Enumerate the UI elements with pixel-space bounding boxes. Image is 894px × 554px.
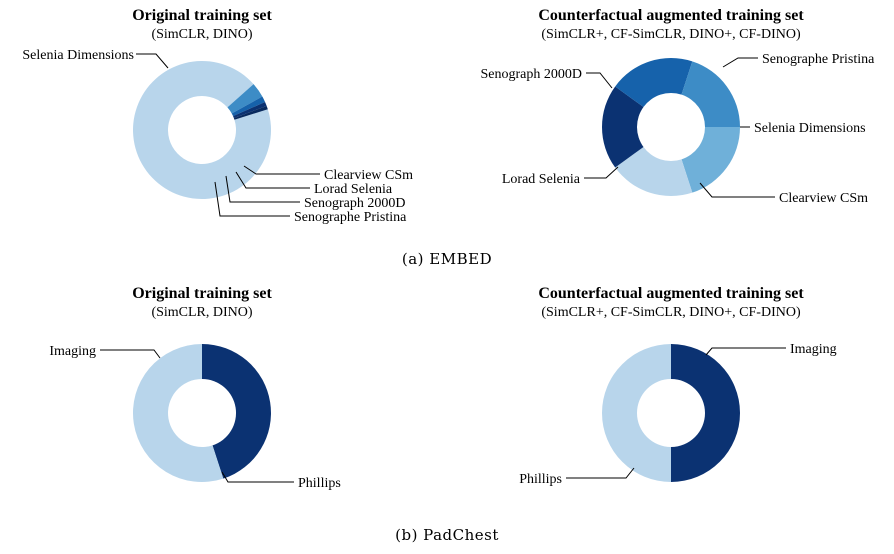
slice-label: Lorad Selenia: [502, 172, 581, 187]
donut-slice-phillips: [671, 344, 740, 482]
donut-slice-senographe-pristina: [681, 127, 740, 193]
chart-title: Counterfactual augmented training set: [538, 7, 804, 24]
slice-label: Senograph 2000D: [304, 196, 406, 211]
slice-label: Imaging: [49, 344, 96, 359]
chart-padchest-original: Original training set (SimCLR, DINO) Ima…: [49, 285, 340, 491]
donut-slices: [133, 61, 272, 200]
leader-line: [225, 175, 300, 203]
donut-slices: [602, 344, 740, 482]
chart-subtitle: (SimCLR, DINO): [151, 27, 252, 42]
chart-padchest-augmented: Counterfactual augmented training set (S…: [519, 285, 836, 487]
leader-line: [243, 165, 320, 175]
donut-slice-phillips: [202, 344, 271, 479]
slice-label: Clearview CSm: [324, 168, 413, 183]
leader-line: [586, 72, 613, 89]
slice-label: Senographe Pristina: [762, 52, 875, 67]
leader-line: [584, 166, 619, 179]
slice-label: Phillips: [298, 476, 341, 491]
slice-label: Selenia Dimensions: [22, 48, 134, 63]
donut-slice-lorad-selenia: [615, 58, 693, 108]
leader-line: [100, 349, 161, 359]
donut-slice-lorad-selenia: [233, 101, 267, 119]
chart-title: Counterfactual augmented training set: [538, 285, 804, 302]
donut-slices: [132, 344, 271, 482]
chart-embed-original: Original training set (SimCLR, DINO) Sel…: [22, 7, 413, 225]
leader-line: [722, 57, 758, 68]
chart-embed-augmented: Counterfactual augmented training set (S…: [481, 7, 876, 206]
donut-slice-senograph-2000d: [681, 61, 740, 127]
donut-slices: [602, 58, 740, 196]
donut-slice-selenia-dimensions: [615, 146, 693, 196]
donut-slice-senographe-pristina: [227, 84, 263, 114]
leader-line: [221, 471, 294, 483]
leader-line: [214, 181, 290, 217]
donut-slice-senograph-2000d: [231, 96, 266, 117]
panel-caption: (a) EMBED: [402, 250, 492, 268]
slice-label: Clearview CSm: [779, 191, 868, 206]
donut-slice-clearview-csm: [233, 105, 268, 120]
donut-slice-imaging: [132, 344, 224, 482]
chart-title: Original training set: [132, 285, 272, 302]
donut-slice-clearview-csm: [602, 86, 644, 168]
donut-slice-selenia-dimensions: [133, 61, 272, 200]
slice-label: Senograph 2000D: [481, 67, 583, 82]
leader-line: [699, 182, 775, 198]
slice-label: Senographe Pristina: [294, 210, 407, 225]
leader-line: [705, 347, 786, 356]
slice-label: Lorad Selenia: [314, 182, 393, 197]
chart-subtitle: (SimCLR+, CF-SimCLR, DINO+, CF-DINO): [541, 27, 801, 42]
leader-line: [235, 171, 310, 189]
leader-line: [566, 467, 635, 479]
chart-subtitle: (SimCLR, DINO): [151, 305, 252, 320]
panel-caption: (b) PadChest: [395, 526, 499, 544]
chart-subtitle: (SimCLR+, CF-SimCLR, DINO+, CF-DINO): [541, 305, 801, 320]
slice-label: Imaging: [790, 342, 837, 357]
leader-line: [136, 53, 169, 69]
chart-title: Original training set: [132, 7, 272, 24]
slice-label: Phillips: [519, 472, 562, 487]
slice-label: Selenia Dimensions: [754, 121, 866, 136]
donut-slice-imaging: [602, 344, 671, 482]
